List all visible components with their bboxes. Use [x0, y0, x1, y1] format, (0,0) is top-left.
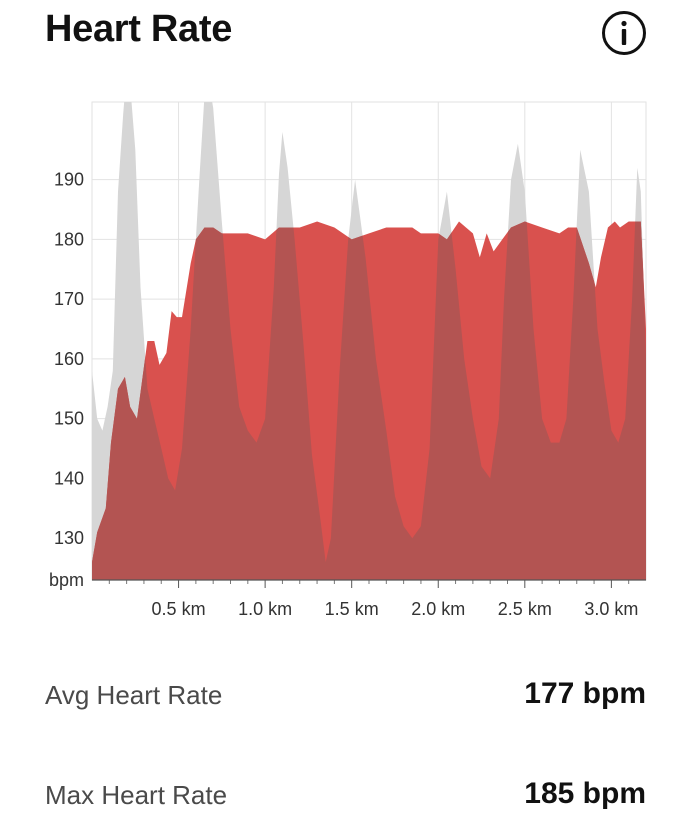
max-heart-rate-label: Max Heart Rate [45, 780, 228, 810]
avg-heart-rate-label: Avg Heart Rate [45, 680, 223, 710]
overlap-area [92, 221, 646, 580]
y-tick-label: 130 [54, 528, 84, 548]
x-tick-label: 3.0 km [584, 599, 638, 619]
y-tick-label: 170 [54, 289, 84, 309]
x-tick-label: 0.5 km [152, 599, 206, 619]
x-tick-label: 2.5 km [498, 599, 552, 619]
x-tick-label: 1.0 km [238, 599, 292, 619]
page-title: Heart Rate [45, 8, 233, 50]
heart-rate-chart: 130 140 150 160 170 180 190 0.5 km 1.0 km 1.5 km 2… [49, 101, 647, 619]
y-tick-label: 190 [54, 170, 84, 190]
avg-heart-rate-value: 177 bpm [524, 677, 646, 710]
y-tick-label: 140 [54, 468, 84, 488]
info-icon[interactable] [601, 10, 647, 56]
x-tick-label: 2.0 km [411, 599, 465, 619]
y-tick-label: 160 [54, 349, 84, 369]
max-heart-rate-value: 185 bpm [524, 777, 646, 810]
y-tick-label: 150 [54, 409, 84, 429]
x-tick-label: 1.5 km [325, 599, 379, 619]
y-tick-label: 180 [54, 229, 84, 249]
chart-axes: 130 140 150 160 170 180 190 0.5 km 1.0 km 1.5 km 2… [49, 170, 646, 619]
y-unit-label: bpm [49, 570, 84, 590]
